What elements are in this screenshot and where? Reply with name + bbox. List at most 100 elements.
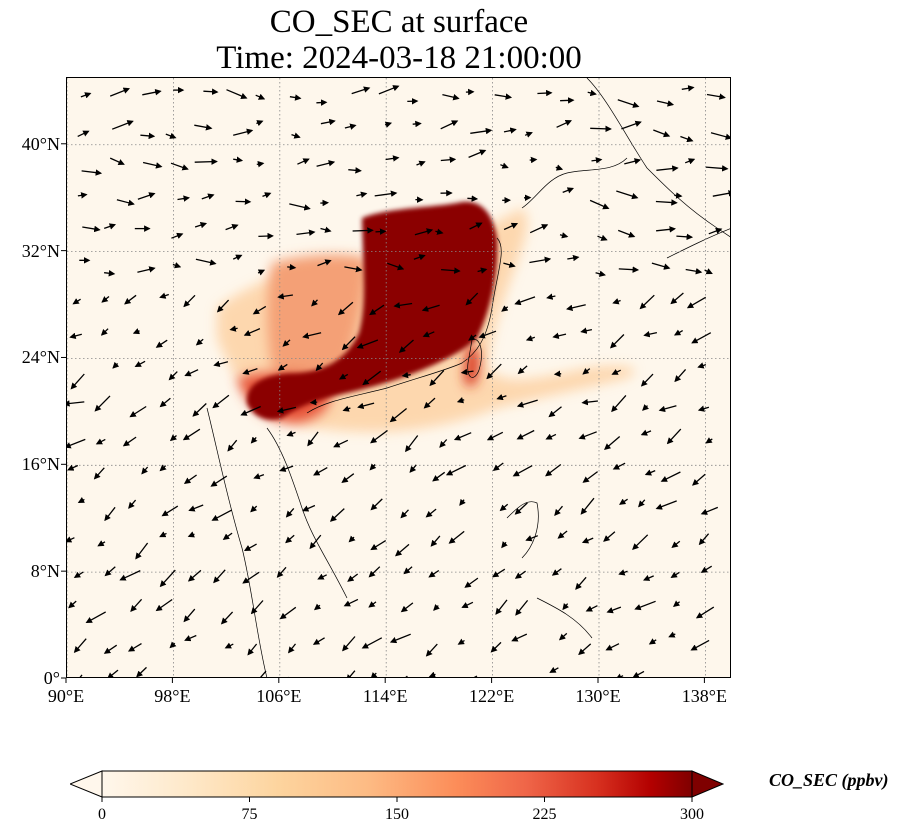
wind-arrow: [72, 298, 81, 305]
wind-arrow: [184, 369, 199, 377]
wind-arrow: [77, 130, 90, 137]
wind-arrow: [137, 266, 156, 273]
wind-arrow: [468, 334, 477, 341]
wind-arrow: [140, 132, 156, 140]
map-title: CO_SEC at surface: [269, 4, 529, 40]
wind-arrow: [128, 499, 137, 509]
wind-arrow: [296, 229, 316, 236]
wind-arrow: [317, 259, 332, 267]
wind-arrow: [361, 637, 383, 649]
wind-arrow: [414, 228, 434, 236]
wind-arrow: [494, 93, 513, 100]
y-tick-label: 40°N: [21, 133, 60, 154]
wind-arrow: [478, 330, 497, 339]
wind-arrow: [514, 296, 536, 306]
wind-arrow: [183, 294, 196, 308]
wind-arrow: [127, 643, 142, 652]
wind-arrow: [698, 533, 710, 546]
wind-arrow: [262, 192, 272, 199]
wind-arrow: [109, 87, 131, 97]
wind-arrow: [393, 302, 413, 309]
wind-arrow: [320, 118, 336, 126]
wind-arrow: [706, 93, 726, 100]
wind-arrow: [348, 535, 356, 543]
wind-arrow: [195, 338, 204, 346]
colorbar-tick-label: 225: [532, 806, 557, 823]
colorbar-tick-label: 150: [385, 806, 409, 823]
wind-arrow: [578, 643, 592, 656]
wind-arrow: [604, 436, 621, 450]
wind-arrow: [537, 89, 553, 97]
wind-arrow: [477, 267, 488, 274]
wind-arrow: [159, 464, 167, 472]
wind-arrow: [616, 190, 639, 200]
wind-arrow: [671, 540, 681, 549]
wind-arrow: [240, 405, 261, 416]
wind-arrow: [617, 229, 636, 238]
wind-arrow: [469, 222, 483, 230]
wind-arrow: [548, 406, 562, 418]
wind-arrow: [276, 566, 287, 578]
wind-arrow: [668, 631, 676, 638]
wind-arrow: [289, 94, 302, 101]
wind-arrow: [171, 232, 184, 239]
wind-arrow: [85, 611, 107, 624]
wind-arrow: [704, 268, 713, 275]
wind-arrow: [370, 429, 388, 444]
wind-arrow: [192, 403, 207, 417]
wind-arrow: [423, 397, 436, 409]
wind-arrow: [227, 439, 238, 452]
wind-arrow: [691, 332, 712, 344]
wind-arrow: [562, 187, 575, 194]
wind-arrow: [342, 405, 351, 412]
wind-arrow: [124, 294, 137, 305]
wind-arrow: [357, 402, 375, 410]
wind-arrow: [421, 304, 440, 312]
wind-arrow: [344, 265, 363, 273]
wind-arrow: [655, 500, 677, 510]
wind-arrow: [461, 601, 474, 608]
wind-arrow: [468, 149, 487, 158]
wind-arrow: [347, 573, 359, 582]
wind-arrow: [525, 535, 539, 542]
wind-arrow: [81, 169, 103, 176]
x-tick-label: 122°E: [468, 686, 515, 706]
wind-arrow: [412, 120, 422, 128]
wind-arrow: [195, 258, 217, 266]
wind-arrow: [183, 474, 197, 484]
wind-arrow: [575, 576, 587, 590]
wind-arrow: [567, 254, 580, 262]
wind-arrow: [403, 566, 413, 575]
wind-arrow: [79, 674, 83, 677]
wind-arrow: [658, 405, 677, 413]
wind-arrow: [343, 598, 359, 607]
wind-arrow: [605, 643, 620, 651]
wind-arrow: [490, 641, 502, 653]
wind-arrow: [233, 156, 244, 163]
colorbar-gradient: [101, 770, 693, 798]
wind-arrow: [285, 534, 295, 544]
wind-arrow: [640, 429, 652, 436]
wind-arrow: [710, 132, 730, 140]
wind-arrow: [643, 331, 658, 338]
wind-arrow: [111, 120, 134, 130]
wind-arrow: [252, 305, 267, 315]
wind-arrow: [378, 85, 400, 95]
wind-arrow: [216, 299, 230, 313]
wind-arrow: [169, 434, 177, 442]
wind-arrow: [302, 504, 316, 512]
wind-arrow: [109, 157, 125, 166]
wind-arrow: [621, 120, 642, 130]
wind-arrow: [400, 602, 414, 613]
map-subtitle-time: Time: 2024-03-18 21:00:00: [216, 40, 582, 76]
wind-arrow: [97, 540, 106, 547]
wind-arrow: [222, 532, 233, 540]
wind-arrow: [130, 598, 143, 612]
wind-arrow: [250, 436, 258, 444]
wind-arrow: [211, 509, 233, 521]
wind-arrow: [589, 199, 610, 210]
wind-arrow: [356, 339, 379, 349]
wind-arrow: [712, 190, 730, 197]
wind-arrow: [425, 508, 437, 518]
